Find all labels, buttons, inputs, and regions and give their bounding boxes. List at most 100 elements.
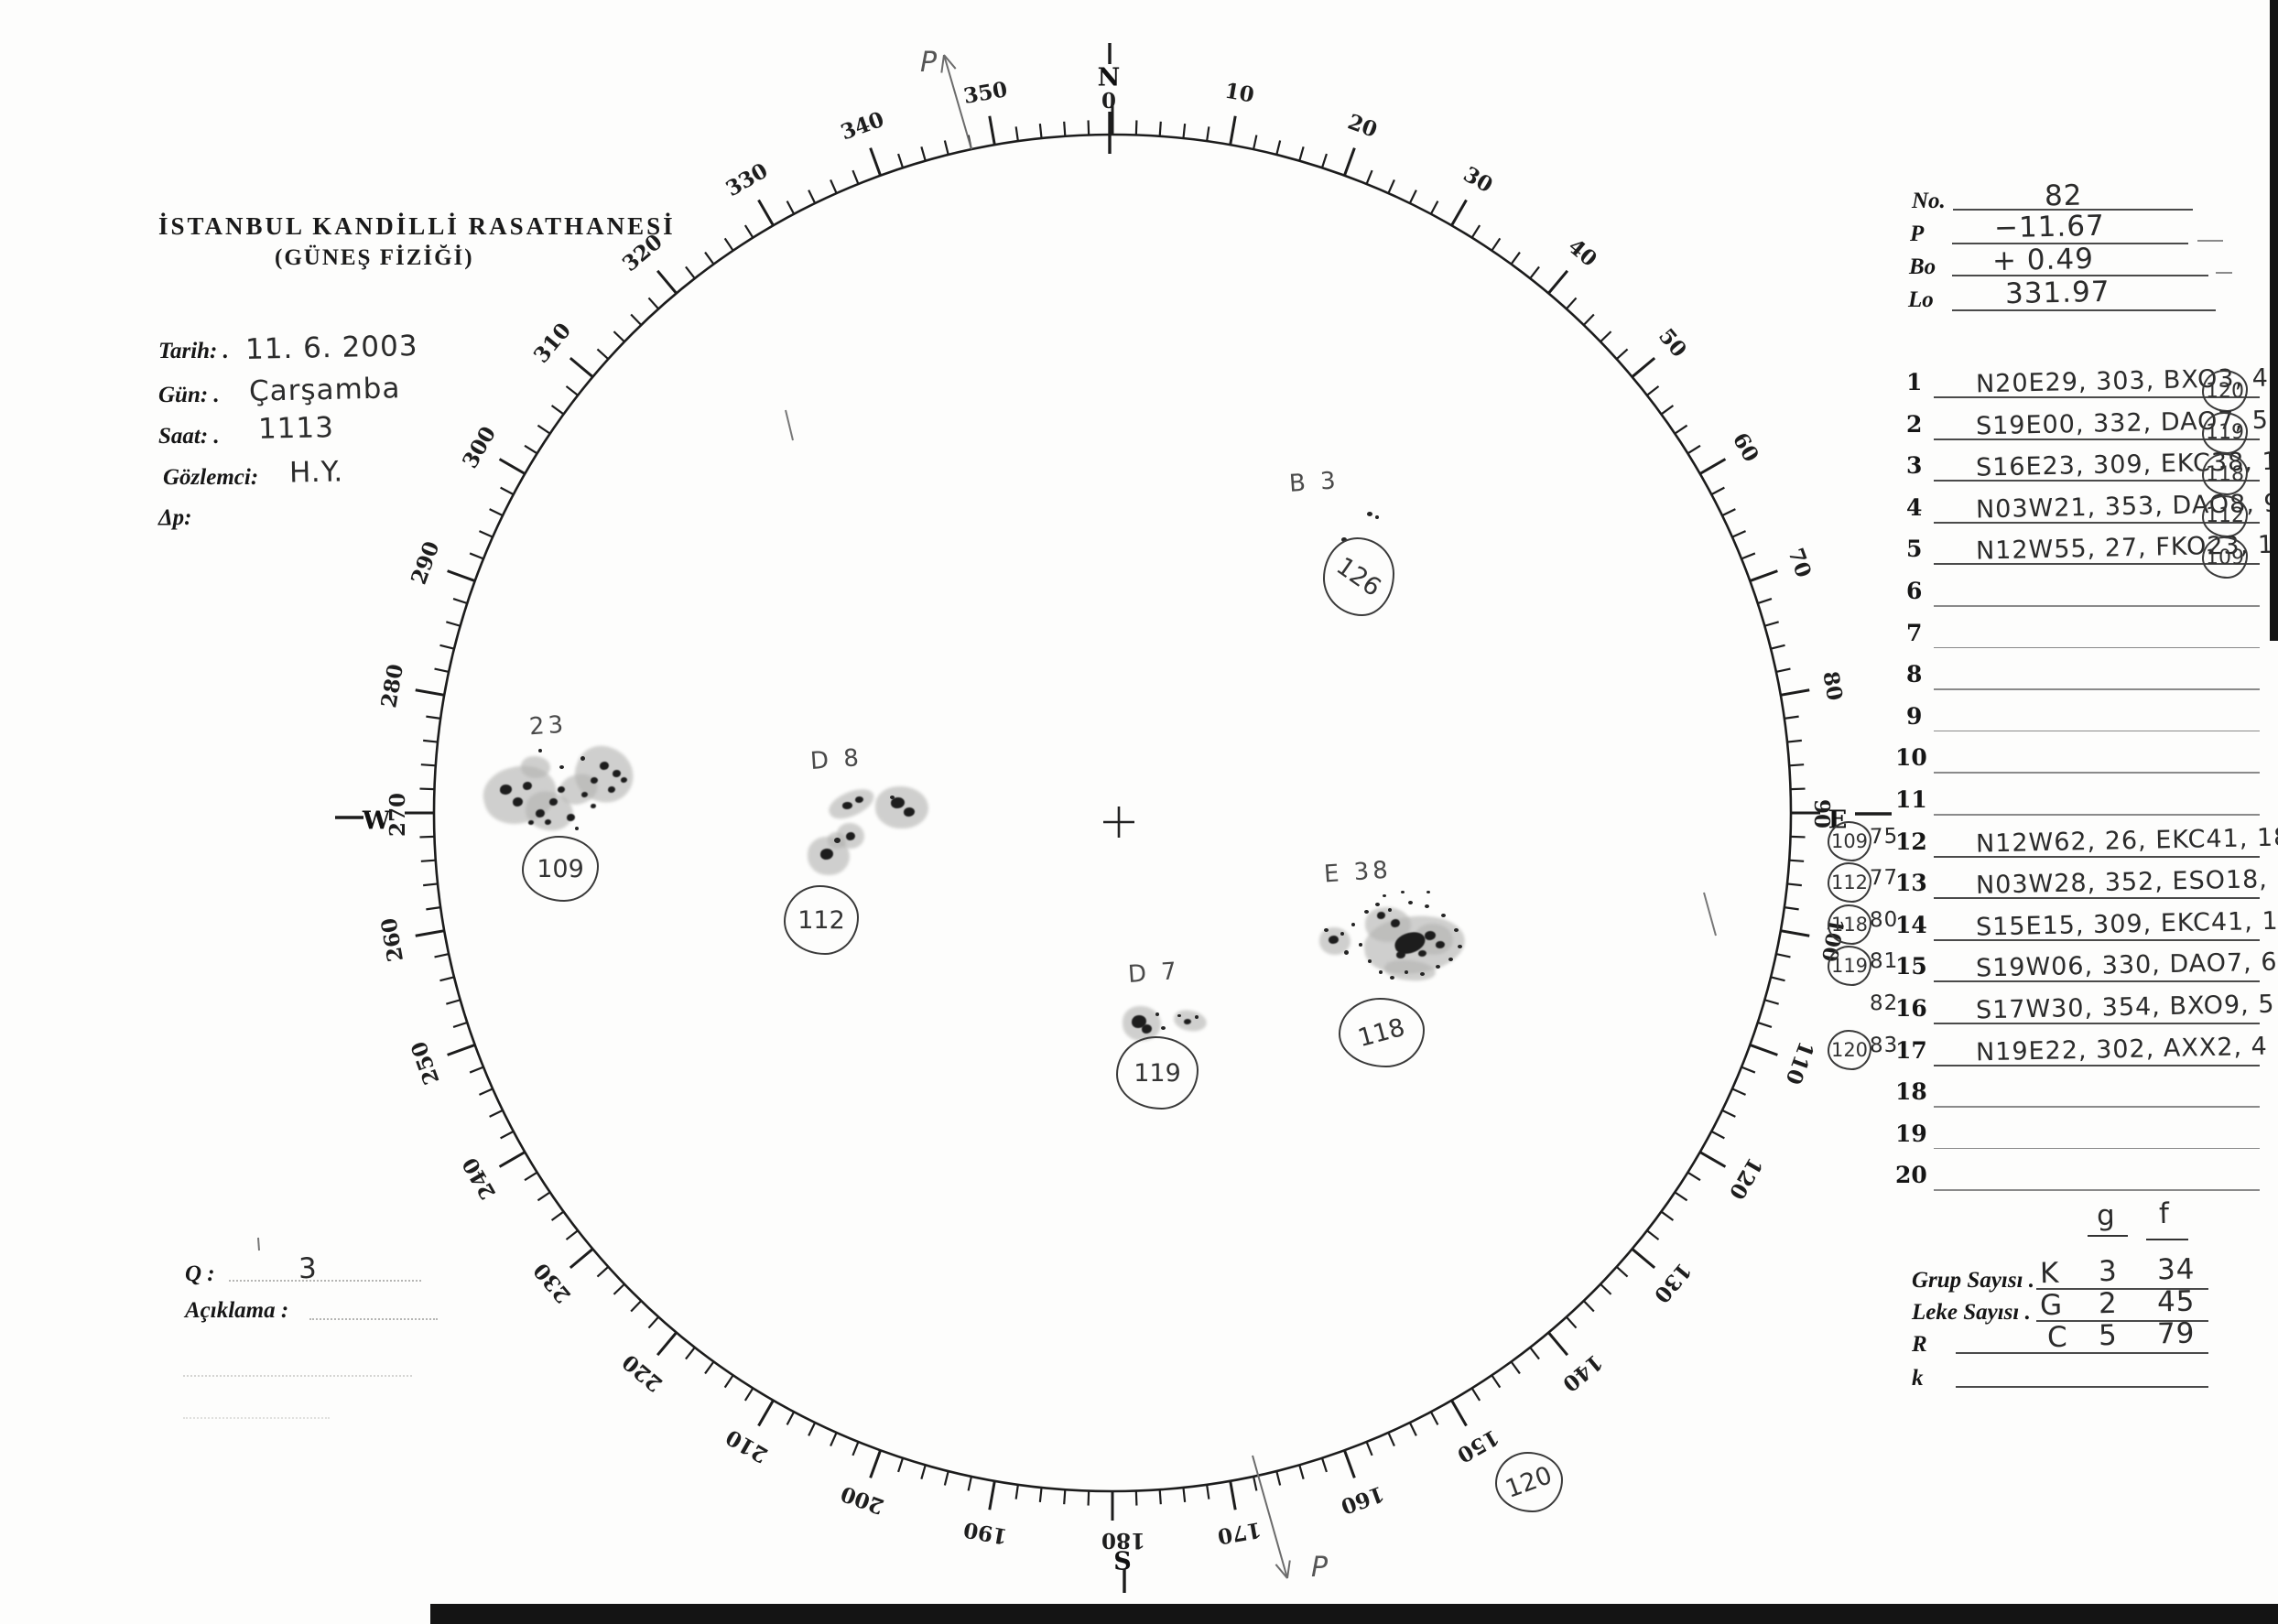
minor-tick — [630, 313, 643, 326]
minor-tick — [1731, 1088, 1747, 1096]
f-underline — [2146, 1239, 2188, 1240]
minor-tick — [1320, 153, 1328, 168]
stray-pen-mark — [1703, 892, 1717, 937]
sunspot — [1396, 951, 1405, 958]
table-row-number: 2 — [1906, 410, 1923, 438]
sunspot — [846, 831, 855, 840]
major-tick — [447, 569, 476, 582]
minor-tick — [1600, 1283, 1612, 1295]
table-row-line — [1934, 772, 2260, 774]
minor-tick — [704, 251, 715, 265]
q-line — [229, 1280, 421, 1282]
summary-row-key: C — [2046, 1320, 2069, 1355]
minor-tick — [550, 1210, 565, 1221]
major-tick — [1780, 688, 1810, 697]
table-row-group-circle: 120 — [1828, 1029, 1871, 1070]
minor-tick — [1600, 330, 1612, 343]
major-tick — [447, 1044, 476, 1056]
minor-tick — [1387, 1432, 1395, 1447]
major-tick — [757, 1399, 775, 1427]
minor-tick — [1320, 1457, 1328, 1473]
sunspot — [833, 838, 841, 843]
table-row-group-circle: 112 — [2202, 494, 2248, 537]
table-row-line — [1934, 1106, 2260, 1108]
minor-tick — [478, 530, 494, 538]
summary-row-line — [1956, 1386, 2208, 1388]
sunspot — [1363, 910, 1369, 914]
minor-tick — [1687, 444, 1701, 455]
minor-tick — [434, 952, 450, 958]
minor-tick — [489, 508, 504, 517]
minor-tick — [647, 297, 659, 310]
minor-tick — [423, 882, 439, 887]
minor-tick — [1687, 1171, 1701, 1182]
table-row-number: 18 — [1895, 1078, 1927, 1106]
q-label: Q : — [185, 1261, 215, 1286]
sunspot — [575, 827, 579, 830]
minor-tick — [419, 835, 435, 839]
minor-tick — [897, 1457, 905, 1473]
sunspot — [889, 796, 895, 799]
table-row-line — [1934, 646, 2260, 649]
minor-tick — [1252, 135, 1258, 150]
minor-tick — [1582, 313, 1595, 326]
minor-tick — [613, 1283, 625, 1295]
group-126-number-circle: 126 — [1323, 537, 1394, 616]
sunspot — [1457, 945, 1462, 948]
minor-tick — [1470, 1387, 1481, 1402]
sunspot — [548, 798, 558, 806]
major-tick — [498, 1151, 526, 1168]
sunspot — [1401, 890, 1405, 893]
sunspot — [1407, 901, 1413, 904]
major-tick — [757, 199, 775, 227]
table-row-number: 3 — [1906, 452, 1923, 480]
table-row-group-circle: 109 — [1828, 820, 1871, 861]
sunspot — [620, 777, 627, 783]
minor-tick — [1275, 140, 1282, 156]
minor-tick — [1529, 265, 1540, 279]
no-label: No. — [1912, 189, 1946, 213]
sunspot — [1177, 1013, 1181, 1017]
sunspot — [820, 849, 833, 860]
degree-label: 80 — [1817, 669, 1847, 702]
minor-tick — [920, 146, 927, 162]
sunspot — [1426, 890, 1430, 893]
minor-tick — [630, 1300, 643, 1313]
aciklama-label: Açıklama : — [185, 1298, 289, 1323]
minor-tick — [1757, 1021, 1773, 1028]
minor-tick — [1408, 189, 1417, 204]
summary-row-line — [2036, 1288, 2208, 1290]
minor-tick — [500, 1130, 515, 1140]
table-row-number: 16 — [1895, 995, 1927, 1022]
summary-g-value: 2 — [2098, 1286, 2119, 1321]
major-tick — [1450, 1399, 1468, 1427]
minor-tick — [1182, 124, 1187, 139]
major-tick — [415, 929, 445, 937]
table-row-number: 15 — [1895, 953, 1927, 980]
minor-tick — [1790, 787, 1806, 791]
minor-tick — [489, 1109, 504, 1118]
minor-tick — [478, 1088, 494, 1096]
table-row-group-number: 109 — [1830, 829, 1869, 852]
minor-tick — [596, 348, 610, 360]
sunspot — [1425, 931, 1436, 940]
minor-tick — [1470, 224, 1481, 239]
major-tick — [1547, 269, 1569, 295]
cardinal-degree-label: 0 — [1101, 89, 1116, 114]
minor-tick — [1087, 120, 1090, 135]
time-label: Saat: . — [158, 424, 220, 449]
major-tick — [498, 458, 526, 475]
sunspot — [600, 761, 609, 770]
table-row-number: 17 — [1895, 1036, 1927, 1064]
bo-line-dash — [2216, 272, 2232, 274]
sunspot — [1351, 923, 1355, 926]
sunspot — [1440, 914, 1446, 917]
sunspot — [904, 807, 915, 817]
table-row-group-number: 112 — [1830, 872, 1869, 894]
minor-tick — [1775, 667, 1791, 674]
cardinal-degree-label: 90 — [1809, 799, 1834, 828]
table-row-group-circle: 119 — [2202, 411, 2248, 454]
minor-tick — [434, 667, 450, 674]
minor-tick — [808, 189, 817, 204]
